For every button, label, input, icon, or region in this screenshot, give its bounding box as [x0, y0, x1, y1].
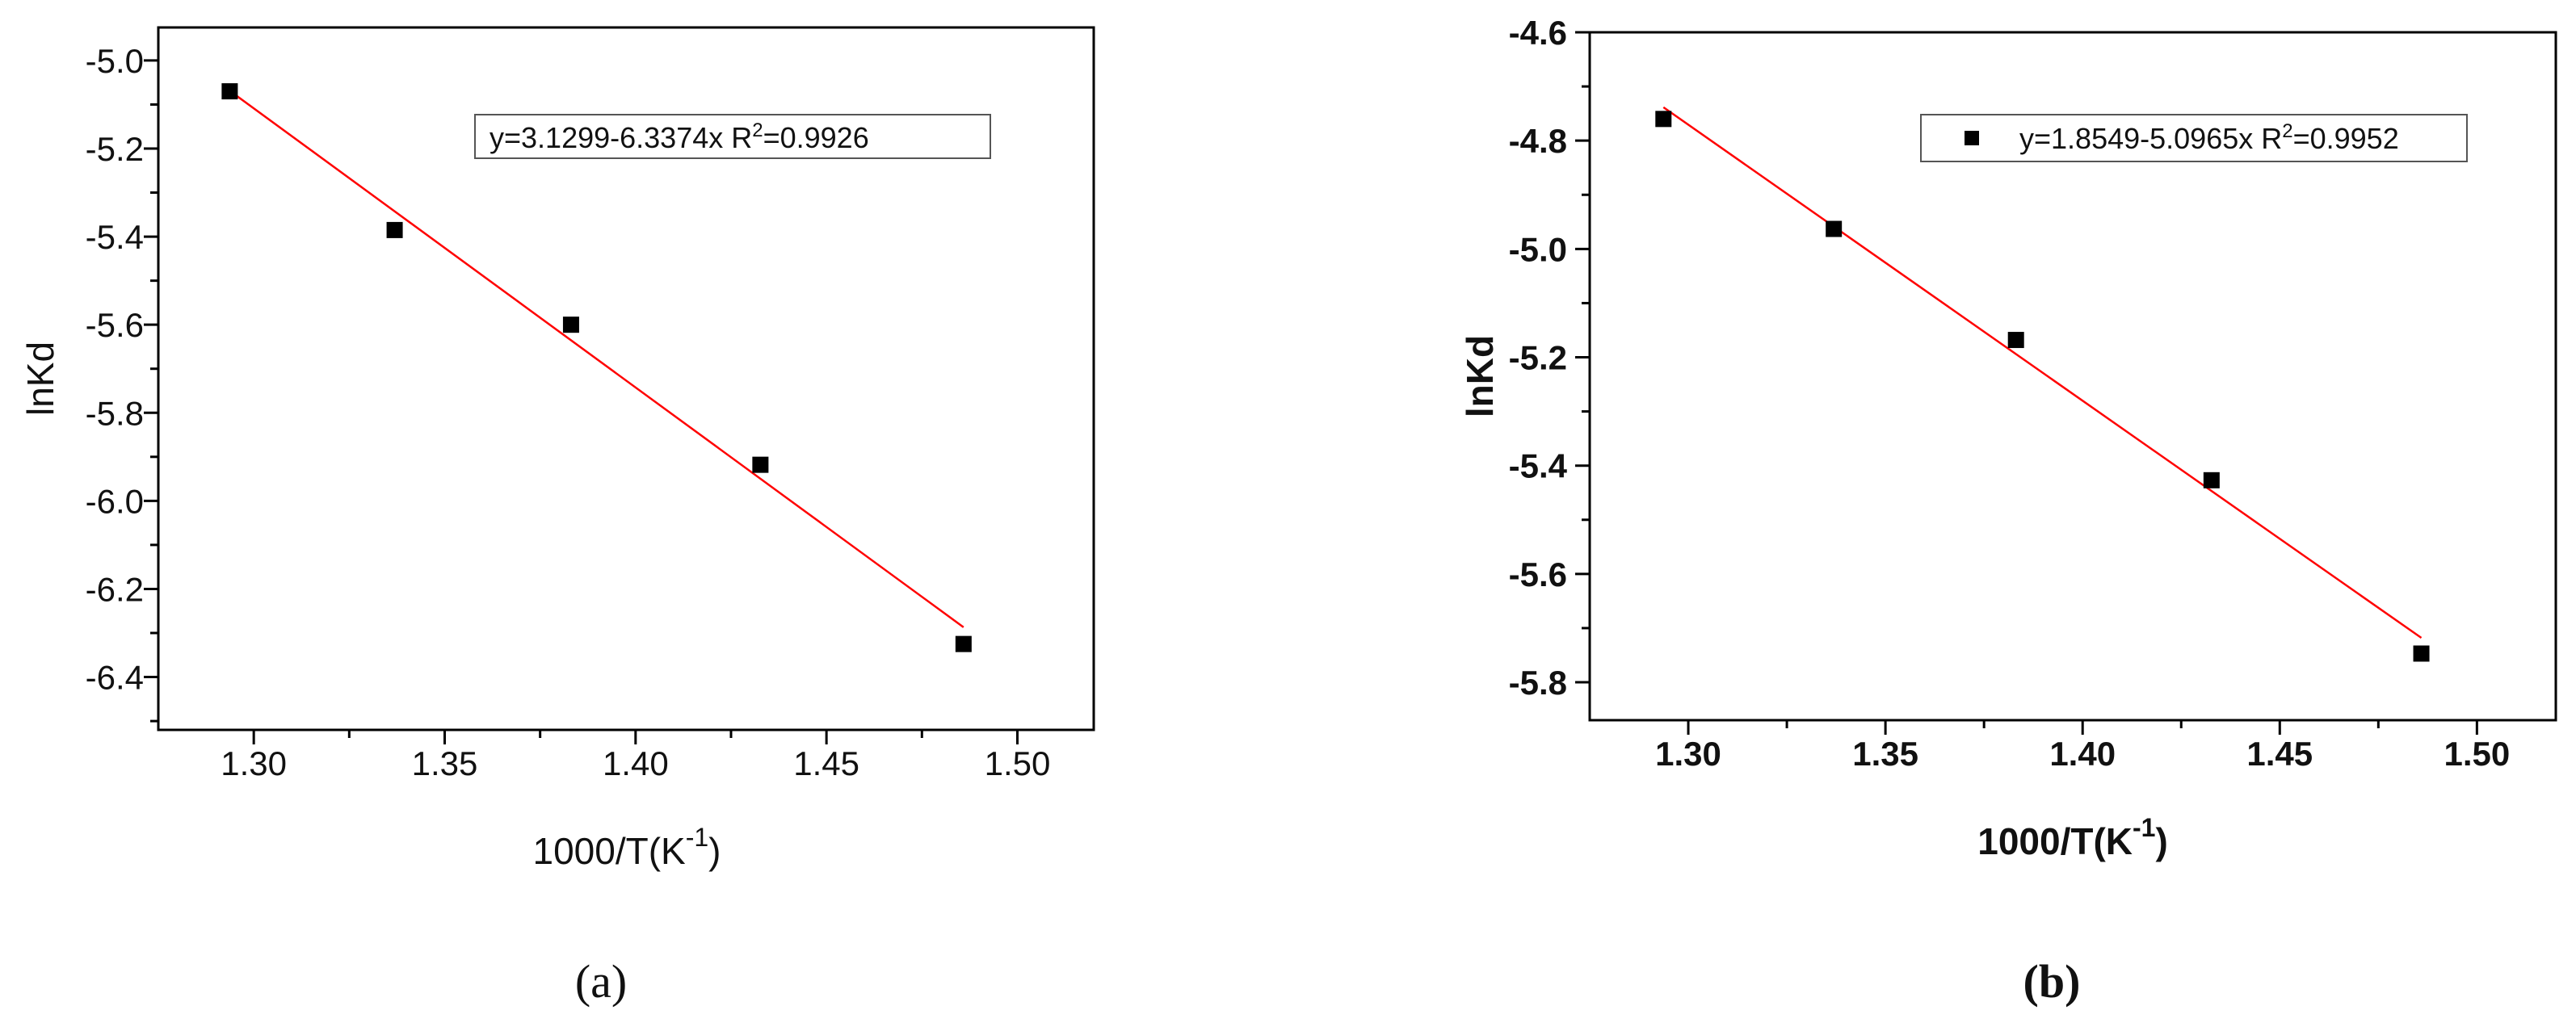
- y-tick-label: -6.0: [86, 482, 144, 520]
- y-tick-label: -5.2: [1509, 339, 1567, 377]
- fit-line: [229, 90, 964, 628]
- x-tick-label: 1.35: [412, 744, 478, 782]
- data-point: [752, 456, 769, 473]
- chart-b-y-ticks: [1575, 31, 1590, 684]
- fit-line: [1662, 106, 2423, 639]
- data-point: [955, 635, 972, 652]
- data-point: [1655, 111, 1672, 128]
- chart-a-fit-line: [229, 90, 964, 628]
- x-tick-label: 1.45: [2246, 735, 2313, 773]
- chart-b-x-tick-labels: 1.30 1.35 1.40 1.45 1.50: [1655, 735, 2510, 773]
- chart-b-y-tick-labels: -4.6 -4.8 -5.0 -5.2 -5.4 -5.6 -5.8: [1509, 14, 1568, 702]
- chart-a: 1.30 1.35 1.40 1.45 1.50 -5.0-5.2-5.4-5.6-5.…: [19, 26, 1095, 1008]
- data-point: [221, 83, 238, 100]
- chart-a-x-axis-title: 1000/T(K-1): [533, 823, 721, 872]
- chart-b-x-ticks: [1687, 720, 2478, 735]
- chart-a-caption: (a): [575, 955, 627, 1008]
- x-tick-label: 1.35: [1852, 735, 1918, 773]
- y-tick-label: -5.0: [1509, 230, 1567, 268]
- y-tick-label: -4.8: [1509, 122, 1567, 160]
- data-point: [2203, 472, 2220, 488]
- chart-a-legend: y=3.1299-6.3374x R2=0.9926: [474, 114, 991, 159]
- chart-b-legend-marker: [1965, 131, 1979, 145]
- chart-a-frame: [157, 26, 1095, 731]
- chart-b-frame: [1588, 31, 2557, 722]
- chart-a-x-ticks: [252, 730, 1019, 744]
- chart-a-y-ticks: [144, 59, 158, 723]
- chart-b-fit-line: [1662, 106, 2423, 639]
- chart-a-y-tick-labels: -5.0 -5.2 -5.4 -5.6 -5.8 -6.0 -6.2 -6.4: [86, 42, 144, 697]
- y-tick-label: -4.6: [1509, 14, 1567, 52]
- chart-b: 1.30 1.35 1.40 1.45 1.50 -4.6 -4.8 -5.0 -5.2 -5.…: [1459, 14, 2557, 1008]
- chart-a-x-tick-labels: 1.30 1.35 1.40 1.45 1.50: [221, 744, 1050, 782]
- y-tick-label: -5.0: [86, 42, 144, 80]
- data-point: [1826, 220, 1843, 237]
- data-point: [2413, 645, 2430, 662]
- x-tick-label: 1.30: [1655, 735, 1721, 773]
- y-tick-label: -5.4: [1509, 447, 1568, 485]
- chart-b-y-axis-title: lnKd: [1459, 335, 1501, 417]
- y-tick-label: -5.6: [86, 306, 144, 344]
- chart-b-x-axis-title: 1000/T(K-1): [1977, 813, 2168, 862]
- x-tick-label: 1.30: [221, 744, 287, 782]
- data-point: [2007, 332, 2024, 349]
- x-tick-label: 1.40: [603, 744, 669, 782]
- y-tick-label: -6.4: [86, 659, 144, 697]
- y-tick-label: -5.2: [86, 130, 144, 168]
- chart-b-legend-box: [1920, 114, 2468, 162]
- chart-a-legend-box: [474, 114, 991, 159]
- y-tick-label: -5.8: [86, 394, 144, 432]
- y-tick-label: -6.2: [86, 570, 144, 608]
- y-tick-label: -5.4: [86, 218, 144, 256]
- data-point: [386, 221, 403, 238]
- y-tick-label: -5.8: [1509, 664, 1567, 702]
- chart-b-legend: y=1.8549-5.0965x R2=0.9952: [1920, 114, 2468, 162]
- chart-a-legend-label: y=3.1299-6.3374x R2=0.9926: [490, 119, 869, 154]
- chart-a-y-axis-title: lnKd: [19, 342, 61, 416]
- x-tick-label: 1.40: [2049, 735, 2116, 773]
- chart-b-points: [1655, 111, 2430, 662]
- chart-b-legend-label: y=1.8549-5.0965x R2=0.9952: [2019, 120, 2399, 155]
- x-tick-label: 1.50: [2444, 735, 2510, 773]
- x-tick-label: 1.45: [793, 744, 859, 782]
- chart-b-caption: (b): [2023, 955, 2081, 1008]
- data-point: [562, 316, 579, 333]
- chart-a-points: [221, 83, 972, 652]
- y-tick-label: -5.6: [1509, 555, 1567, 593]
- x-tick-label: 1.50: [985, 744, 1051, 782]
